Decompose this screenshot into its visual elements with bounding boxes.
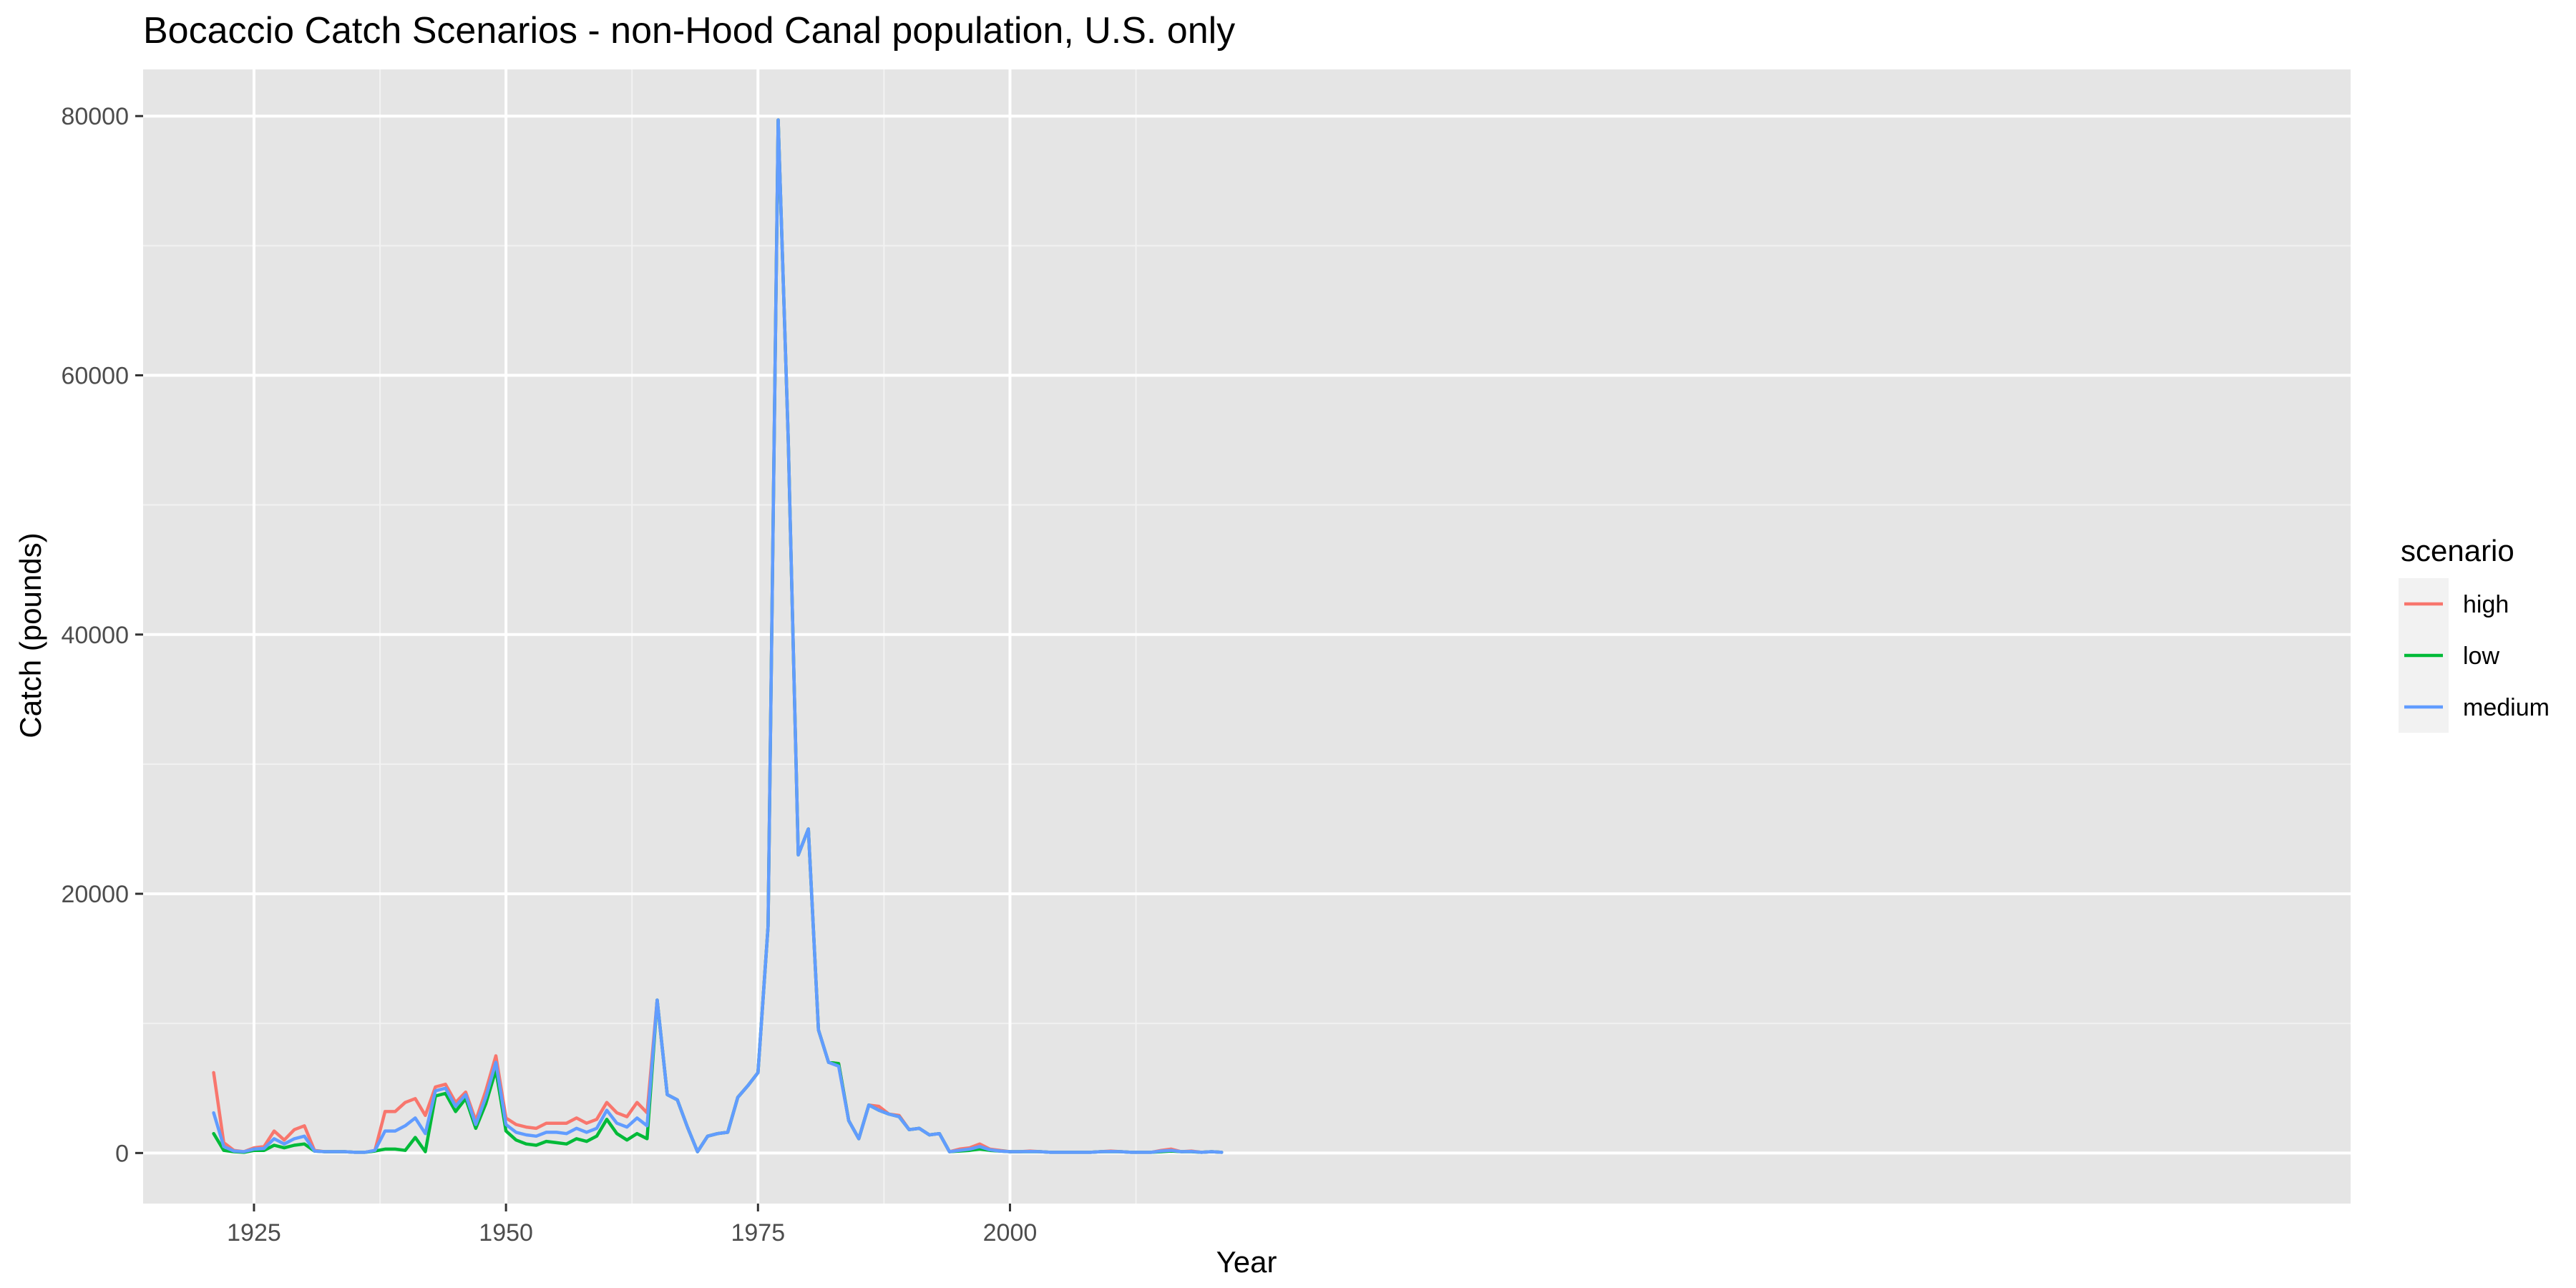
y-tick-label: 60000: [61, 362, 129, 389]
legend-label-low: low: [2463, 643, 2499, 670]
legend-label-high: high: [2463, 591, 2509, 618]
chart-title: Bocaccio Catch Scenarios - non-Hood Cana…: [143, 10, 1235, 52]
x-tick-label: 1925: [227, 1219, 281, 1246]
x-tick-label: 1975: [731, 1219, 785, 1246]
legend: scenario high low medium: [2399, 534, 2550, 733]
series-line-medium: [212, 118, 1224, 1154]
legend-title: scenario: [2401, 534, 2514, 567]
y-tick-label: 0: [115, 1140, 129, 1167]
plot-panel: [143, 69, 2351, 1204]
grid-lines: [143, 69, 2351, 1204]
legend-label-medium: medium: [2463, 694, 2550, 721]
x-tick-label: 2000: [983, 1219, 1038, 1246]
y-tick-label: 20000: [61, 881, 129, 908]
y-axis-title: Catch (pounds): [14, 532, 47, 738]
y-tick-label: 40000: [61, 622, 129, 649]
x-axis-title: Year: [1216, 1245, 1277, 1279]
y-tick-label: 80000: [61, 103, 129, 130]
x-tick-label: 1950: [479, 1219, 533, 1246]
series-lines: [212, 118, 1224, 1154]
